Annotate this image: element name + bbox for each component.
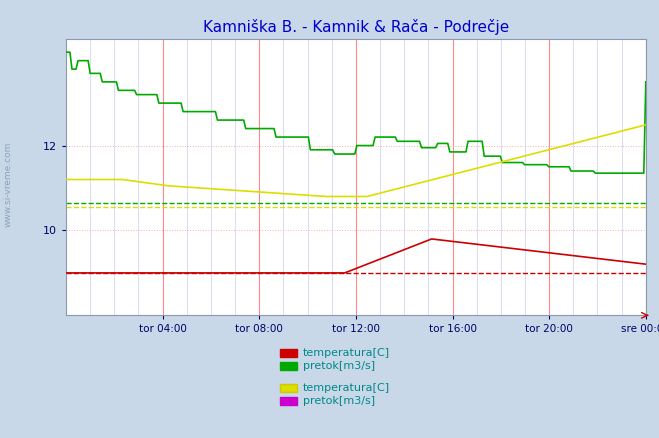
Text: pretok[m3/s]: pretok[m3/s] [303,361,375,371]
Text: temperatura[C]: temperatura[C] [303,348,390,357]
Text: pretok[m3/s]: pretok[m3/s] [303,396,375,406]
Text: temperatura[C]: temperatura[C] [303,383,390,392]
Title: Kamniška B. - Kamnik & Rača - Podrečje: Kamniška B. - Kamnik & Rača - Podrečje [203,19,509,35]
Text: www.si-vreme.com: www.si-vreme.com [4,141,13,226]
